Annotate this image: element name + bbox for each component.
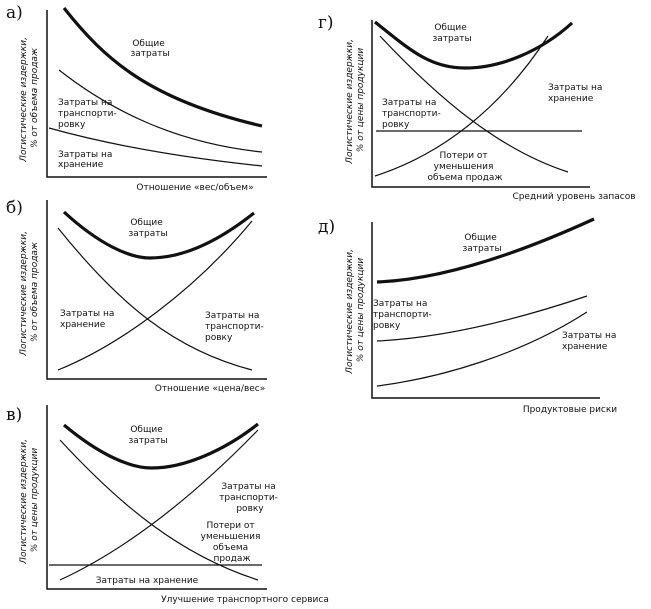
panel-v-ylabel: Логистические издержки, % от цены продук… [19,436,40,565]
panel-a-ylabel: Логистические издержки, % от объема прод… [19,34,40,163]
panel-v-xlabel: Улучшение транспортного сервиса [161,595,329,605]
panel-d-letter: д) [318,217,335,237]
panel-g-label-losses: Потери от уменьшения объема продаж [427,151,502,183]
panel-v: в) Логистические издержки, % от цены про… [6,405,329,605]
panel-g-curve-losses [379,35,569,173]
panel-d-xlabel: Продуктовые риски [523,405,617,415]
panel-b-label-storage: Затраты на хранение [60,309,117,330]
panel-b-letter: б) [6,198,23,218]
panel-d-curve-storage [376,311,588,387]
panel-d-label-storage: Затраты на хранение [562,331,619,352]
panel-b-label-total: Общие затраты [128,218,167,239]
panel-v-letter: в) [6,405,22,425]
panel-v-curve-storage-rising [59,429,259,581]
panel-g-label-total: Общие затраты [432,23,471,44]
panel-g-label-storage: Затраты на хранение [548,83,605,104]
panel-a-label-transport: Затраты на транспорти- ровку [58,98,120,130]
panel-d-ylabel: Логистические издержки, % от цены продук… [345,246,366,375]
panel-g-ylabel: Логистические издержки, % от цены продук… [345,36,366,165]
panel-d-axes [371,222,600,399]
panel-a-curve-transport [58,69,263,153]
panel-b: б) Логистические издержки, % от объема п… [6,198,267,394]
panel-a-curve-total [62,7,263,128]
panel-g-axes [371,20,590,188]
panel-a-letter: а) [6,3,23,23]
panel-v-axes [46,405,267,590]
panel-a-axes [46,10,267,178]
panel-d-curve-transport [376,295,588,342]
panel-g-letter: г) [318,13,334,33]
panel-g-xlabel: Средний уровень запасов [512,192,635,202]
panel-a-label-storage: Затраты на хранение [58,150,115,170]
panel-a: а) Логистические издержки, % от объема п… [6,3,267,193]
panel-v-label-total: Общие затраты [128,425,167,446]
panel-a-curve-storage [48,127,263,167]
panel-g-label-transport: Затраты на транспорти- ровку [382,98,444,130]
panel-b-axes [46,200,267,380]
panel-v-label-transport: Затраты на транспорти- ровку [219,482,281,514]
panel-d-label-transport: Затраты на транспорти- ровку [373,299,435,331]
panel-b-label-transport: Затраты на транспорти- ровку [205,311,267,343]
panel-v-label-storage: Затраты на хранение [96,576,199,586]
panel-a-label-total: Общие затраты [130,39,169,59]
panel-v-curve-total [62,422,259,470]
panel-v-curve-transport [59,439,259,581]
panel-b-ylabel: Логистические издержки, % от объема прод… [19,228,40,357]
panel-b-xlabel: Отношение «цена/вес» [155,384,266,394]
panel-d-label-total: Общие затраты [462,233,501,254]
panel-a-xlabel: Отношение «вес/объем» [136,183,253,193]
panel-d: д) Логистические издержки, % от цены про… [318,217,619,415]
panel-g-curve-storage [374,35,549,177]
panel-b-curve-transport [57,227,253,371]
panel-g: г) Логистические издержки, % от цены про… [318,13,636,202]
panel-b-curve-total [62,210,255,260]
panel-v-label-losses: Потери от уменьшения объема продаж [201,521,264,564]
panel-d-curve-total [376,217,595,284]
panel-b-curve-storage [57,220,253,371]
